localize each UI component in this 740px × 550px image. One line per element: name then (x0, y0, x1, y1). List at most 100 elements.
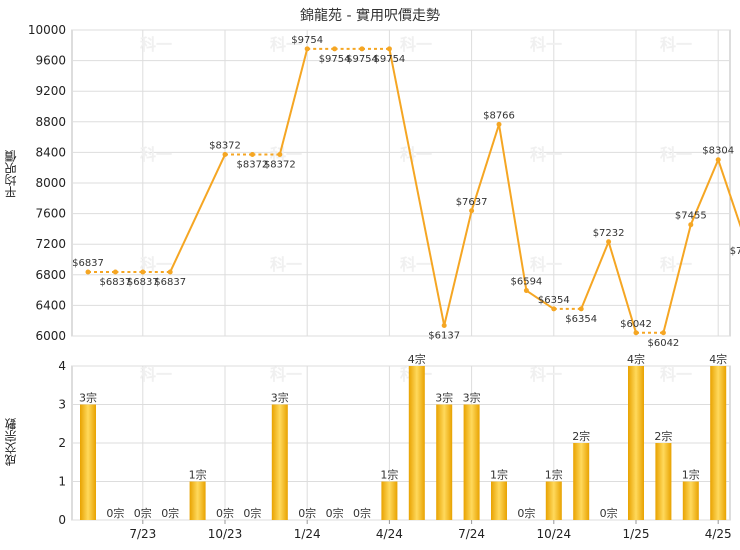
bar-value-label: 0宗 (216, 506, 234, 520)
line-y-tick-label: 8400 (35, 145, 66, 159)
bar-value-label: 3宗 (435, 391, 453, 405)
line-y-tick-label: 8800 (35, 115, 66, 129)
line-value-label: $6042 (647, 338, 679, 349)
line-segment (662, 224, 692, 334)
x-tick-label: 1/25 (623, 527, 650, 541)
watermark: 科一 (400, 35, 432, 54)
line-value-label: $6837 (154, 277, 186, 288)
bar (436, 404, 453, 520)
bar (628, 366, 644, 520)
line-point (715, 157, 721, 163)
bar-value-label: 3宗 (271, 391, 289, 405)
line-point (633, 330, 639, 336)
line-segment (470, 124, 500, 212)
line-point (222, 152, 228, 158)
line-value-label: $6594 (510, 277, 542, 288)
line-segment (689, 159, 720, 226)
line-value-label: $6042 (620, 319, 652, 330)
bar-value-label: 0宗 (326, 506, 344, 520)
line-point (304, 46, 310, 52)
line-value-label: $7232 (593, 228, 625, 239)
line-value-label: $7240 (730, 246, 740, 257)
bar-value-label: 4宗 (709, 352, 727, 366)
x-tick-label: 4/25 (705, 527, 732, 541)
watermark: 科一 (140, 35, 172, 54)
line-value-label: $9754 (319, 54, 351, 65)
bar-y-tick-label: 3 (58, 398, 66, 412)
line-value-label: $9754 (373, 54, 405, 65)
line-value-label: $7637 (456, 197, 488, 208)
line-segment (525, 289, 555, 310)
x-tick-label: 10/24 (537, 527, 572, 541)
bar (463, 404, 480, 520)
bar-value-label: 4宗 (627, 352, 645, 366)
line-value-label: $6354 (565, 314, 597, 325)
x-tick-label: 1/24 (294, 527, 321, 541)
bar (80, 404, 96, 520)
bar-y-tick-label: 4 (58, 359, 66, 373)
x-tick-label: 7/24 (458, 527, 485, 541)
line-value-label: $8372 (264, 160, 296, 171)
line-segment (498, 124, 528, 291)
bar-y-tick-label: 0 (58, 513, 66, 527)
line-value-label: $6837 (127, 277, 159, 288)
line-value-label: $6137 (428, 331, 460, 342)
bar-value-label: 3宗 (463, 391, 481, 405)
line-segment (169, 154, 226, 273)
bar-value-label: 4宗 (408, 352, 426, 366)
bar-value-label: 0宗 (353, 506, 371, 520)
line-value-label: $9754 (291, 35, 323, 46)
bar-value-label: 0宗 (161, 506, 179, 520)
line-y-tick-label: 9200 (35, 84, 66, 98)
bar-value-label: 1宗 (490, 468, 508, 482)
line-value-label: $7455 (675, 211, 707, 222)
x-tick-label: 10/23 (208, 527, 243, 541)
line-point (469, 208, 475, 214)
bar-value-label: 1宗 (545, 468, 563, 482)
line-y-tick-label: 7200 (35, 237, 66, 251)
watermark: 科一 (140, 365, 172, 384)
line-value-label: $8766 (483, 110, 515, 121)
watermark: 科一 (660, 145, 692, 164)
watermark: 科一 (530, 255, 562, 274)
watermark: 科一 (530, 35, 562, 54)
bar-value-label: 2宗 (654, 429, 672, 443)
line-point (167, 269, 173, 275)
watermark: 科一 (270, 145, 302, 164)
line-point (660, 330, 666, 336)
line-point (441, 323, 447, 329)
bar-value-label: 2宗 (572, 429, 590, 443)
bar-value-label: 0宗 (298, 506, 316, 520)
bar (491, 481, 507, 520)
bar (545, 481, 562, 520)
watermark: 科一 (660, 255, 692, 274)
line-point (112, 269, 118, 275)
line-point (606, 239, 612, 245)
line-value-label: $8372 (209, 141, 241, 152)
line-value-label: $8304 (702, 146, 734, 157)
bar-y-tick-label: 2 (58, 436, 66, 450)
line-value-label: $9754 (346, 54, 378, 65)
watermark: 科一 (400, 145, 432, 164)
line-segment (388, 48, 446, 326)
bar (655, 443, 672, 520)
watermark: 科一 (530, 365, 562, 384)
watermark: 科一 (270, 255, 302, 274)
bar-value-label: 1宗 (380, 468, 398, 482)
watermark: 科一 (140, 145, 172, 164)
line-point (277, 152, 283, 158)
line-y-tick-label: 6000 (35, 329, 66, 343)
line-point (578, 306, 584, 312)
bar-value-label: 1宗 (189, 468, 207, 482)
watermark: 科一 (660, 365, 692, 384)
line-y-tick-label: 10000 (28, 23, 66, 37)
watermark: 科一 (530, 145, 562, 164)
watermark: 科一 (140, 255, 172, 274)
bar (381, 481, 398, 520)
line-value-label: $8372 (236, 160, 268, 171)
line-segment (580, 241, 610, 310)
watermark: 科一 (660, 35, 692, 54)
bar-value-label: 3宗 (79, 391, 97, 405)
chart-title: 錦龍苑 - 實用呎價走勢 (300, 8, 440, 24)
